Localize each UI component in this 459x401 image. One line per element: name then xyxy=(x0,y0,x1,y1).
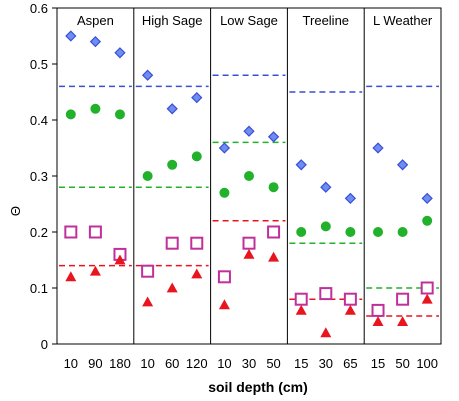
green-circle-point xyxy=(142,171,153,181)
x-tick-label: 10 xyxy=(217,356,231,371)
red-triangle-point xyxy=(372,316,384,326)
red-triangle-point xyxy=(320,327,332,338)
magenta-square-point xyxy=(190,236,204,250)
green-circle-point xyxy=(244,171,254,181)
red-triangle-point xyxy=(166,282,178,293)
plot-frame xyxy=(56,7,442,345)
red-triangle-point xyxy=(89,265,101,276)
red-triangle-point xyxy=(191,268,203,279)
red-triangle-point xyxy=(142,296,154,307)
panel-title: L Weather xyxy=(373,13,433,28)
magenta-square-point xyxy=(267,225,281,239)
blue-diamond-point xyxy=(421,192,433,205)
red-triangle-point xyxy=(421,293,433,304)
blue-diamond-point xyxy=(344,192,357,205)
magenta-square-point xyxy=(217,270,231,284)
blue-diamond-point xyxy=(191,91,203,104)
magenta-square-point xyxy=(64,225,78,239)
x-tick-label: 15 xyxy=(371,356,385,371)
red-triangle-point xyxy=(344,304,356,315)
x-tick-label: 50 xyxy=(395,356,409,371)
red-triangle-point xyxy=(218,299,230,310)
y-tick-label: 0.4 xyxy=(30,113,48,128)
green-circle-point xyxy=(296,227,307,237)
blue-diamond-point xyxy=(372,142,384,154)
green-circle-point xyxy=(114,109,125,120)
red-triangle-point xyxy=(268,251,280,262)
magenta-square-point xyxy=(420,281,434,295)
blue-diamond-point xyxy=(114,47,126,59)
green-circle-point xyxy=(167,159,178,170)
blue-diamond-point xyxy=(166,103,178,115)
panel-title: Low Sage xyxy=(220,13,278,28)
panel-title: Aspen xyxy=(77,13,114,28)
red-triangle-point xyxy=(295,304,307,315)
y-tick-label: 0.2 xyxy=(30,225,48,240)
green-circle-point xyxy=(345,227,356,237)
blue-diamond-point xyxy=(396,159,409,171)
green-circle-point xyxy=(268,182,279,193)
x-tick-label: 120 xyxy=(186,356,208,371)
magenta-square-point xyxy=(294,292,308,306)
blue-diamond-point xyxy=(218,142,231,154)
x-tick-label: 65 xyxy=(343,356,357,371)
green-circle-point xyxy=(65,109,76,120)
blue-diamond-point xyxy=(295,159,307,171)
x-tick-label: 180 xyxy=(109,356,131,371)
blue-diamond-point xyxy=(65,30,77,42)
green-circle-point xyxy=(373,227,384,237)
blue-diamond-point xyxy=(89,35,102,48)
green-circle-point xyxy=(191,151,202,162)
y-tick-label: 0.5 xyxy=(30,57,48,72)
y-axis-label: Θ xyxy=(8,206,23,216)
y-tick-label: 0 xyxy=(41,337,48,352)
magenta-square-point xyxy=(88,225,102,239)
y-tick-label: 0.1 xyxy=(30,281,48,296)
x-tick-label: 90 xyxy=(88,356,102,371)
green-circle-point xyxy=(422,215,433,226)
blue-diamond-point xyxy=(141,69,154,81)
x-tick-label: 60 xyxy=(165,356,179,371)
x-tick-label: 30 xyxy=(242,356,256,371)
x-tick-label: 10 xyxy=(64,356,78,371)
x-tick-label: 30 xyxy=(319,356,333,371)
red-triangle-point xyxy=(114,254,126,265)
magenta-square-point xyxy=(371,303,385,317)
magenta-square-point xyxy=(141,264,155,278)
green-circle-point xyxy=(397,227,408,237)
x-tick-label: 100 xyxy=(416,356,438,371)
blue-diamond-point xyxy=(243,125,255,137)
green-circle-point xyxy=(320,221,331,232)
blue-diamond-point xyxy=(320,181,332,193)
x-tick-label: 50 xyxy=(266,356,280,371)
x-tick-label: 15 xyxy=(294,356,308,371)
magenta-square-point xyxy=(242,236,256,250)
x-tick-label: 10 xyxy=(140,356,154,371)
magenta-square-point xyxy=(343,292,357,306)
magenta-square-point xyxy=(396,292,410,306)
y-tick-label: 0.3 xyxy=(30,169,48,184)
magenta-square-point xyxy=(165,236,179,250)
red-triangle-point xyxy=(397,316,409,326)
magenta-square-point xyxy=(319,287,333,301)
green-circle-point xyxy=(90,103,101,114)
green-circle-point xyxy=(219,187,230,198)
x-axis-label: soil depth (cm) xyxy=(208,379,308,395)
panel-title: High Sage xyxy=(142,13,203,28)
red-triangle-point xyxy=(243,248,255,259)
blue-diamond-point xyxy=(267,131,280,143)
panel-title: Treeline xyxy=(303,13,349,28)
red-triangle-point xyxy=(65,271,77,282)
y-tick-label: 0.6 xyxy=(30,1,48,16)
